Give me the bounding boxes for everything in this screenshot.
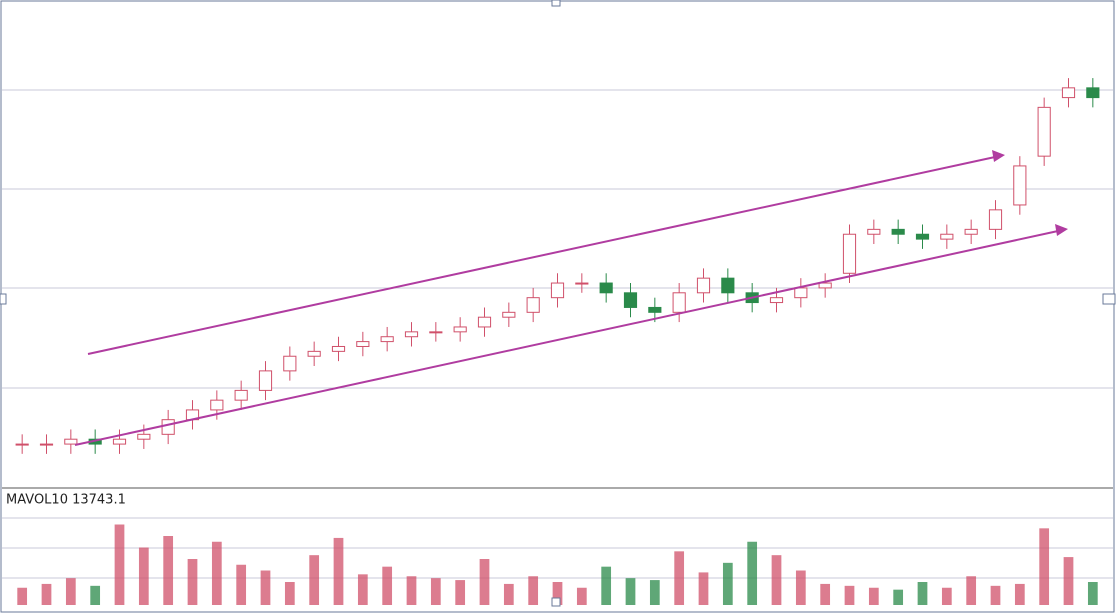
trend-arrow bbox=[87, 156, 996, 355]
volume-bar bbox=[333, 537, 344, 605]
trend-arrow bbox=[74, 230, 1059, 446]
volume-bar bbox=[649, 580, 660, 605]
candle-body bbox=[794, 287, 808, 299]
candle-body bbox=[283, 355, 297, 372]
candle-body bbox=[210, 399, 224, 411]
candle-body bbox=[1061, 87, 1076, 99]
candle-body bbox=[39, 443, 54, 446]
handle bbox=[551, 0, 561, 7]
volume-bar bbox=[698, 572, 709, 605]
candle-body bbox=[137, 433, 151, 440]
candle-body bbox=[940, 233, 954, 240]
candle-body bbox=[404, 331, 419, 338]
volume-bar bbox=[771, 555, 782, 605]
volume-bar bbox=[284, 582, 295, 605]
candle-body bbox=[623, 292, 638, 308]
volume-bar bbox=[260, 570, 271, 605]
volume-bar bbox=[138, 547, 149, 605]
volume-bar bbox=[844, 585, 855, 605]
candle-body bbox=[112, 438, 127, 445]
candle-body bbox=[696, 277, 711, 294]
volume-bar bbox=[309, 555, 320, 605]
candle-body bbox=[356, 341, 370, 347]
candle-body bbox=[818, 282, 832, 289]
candle-body bbox=[915, 233, 930, 240]
candle-body bbox=[550, 282, 565, 299]
candle-body bbox=[64, 438, 78, 445]
candle-body bbox=[672, 292, 686, 313]
volume-bar bbox=[1087, 582, 1098, 605]
volume-bar bbox=[820, 583, 831, 605]
volume-bar bbox=[211, 541, 222, 605]
volume-bar bbox=[236, 564, 247, 605]
volume-bar bbox=[990, 585, 1001, 605]
candle-body bbox=[380, 336, 394, 343]
candle-body bbox=[526, 297, 540, 313]
candle-body bbox=[502, 311, 516, 318]
volume-bar bbox=[576, 587, 587, 605]
volume-bar bbox=[893, 589, 904, 605]
candle-body bbox=[842, 233, 857, 274]
handle bbox=[1102, 293, 1116, 305]
volume-label: MAVOL10 13743.1 bbox=[6, 493, 126, 508]
candle-body bbox=[258, 370, 273, 391]
candle-body bbox=[15, 443, 29, 446]
volume-bar bbox=[503, 583, 514, 605]
volume-bar bbox=[65, 578, 76, 605]
arrow-head bbox=[1055, 224, 1068, 236]
candle-body bbox=[867, 228, 881, 235]
volume-bar bbox=[674, 551, 685, 605]
candle-body bbox=[1037, 106, 1051, 157]
candle-body bbox=[964, 228, 978, 235]
volume-bar bbox=[187, 559, 198, 605]
volume-bar bbox=[528, 576, 539, 605]
candle-body bbox=[161, 419, 175, 435]
volume-bar bbox=[1063, 557, 1074, 605]
volume-bar bbox=[1014, 583, 1025, 605]
volume-bar bbox=[795, 570, 806, 605]
volume-bar bbox=[601, 566, 612, 605]
volume-bar bbox=[114, 524, 125, 605]
volume-bar bbox=[430, 578, 441, 605]
candle-body bbox=[599, 282, 613, 294]
marks bbox=[15, 78, 1100, 605]
volume-bar bbox=[455, 580, 466, 605]
volume-bar bbox=[90, 585, 101, 605]
candle-body bbox=[1086, 87, 1100, 99]
volume-bar bbox=[917, 582, 928, 605]
volume-bar bbox=[41, 583, 52, 605]
candle-body bbox=[769, 297, 784, 304]
volume-bar bbox=[17, 587, 28, 605]
volume-bar bbox=[722, 562, 733, 605]
candle-body bbox=[429, 331, 443, 334]
handle bbox=[551, 597, 561, 607]
volume-bar bbox=[941, 587, 952, 605]
arrow-head bbox=[992, 150, 1005, 162]
volume-bar bbox=[479, 559, 490, 605]
candle-body bbox=[575, 282, 589, 285]
volume-bar bbox=[868, 587, 879, 605]
candle-body bbox=[477, 316, 492, 328]
handle bbox=[0, 293, 7, 305]
volume-bar bbox=[625, 578, 636, 605]
candle-body bbox=[331, 345, 346, 352]
candle-body bbox=[1013, 165, 1027, 206]
volume-bar bbox=[382, 566, 393, 605]
volume-bar bbox=[406, 576, 417, 605]
candle-body bbox=[648, 306, 662, 313]
candle-body bbox=[234, 389, 248, 401]
volume-bar bbox=[1039, 528, 1050, 605]
volume-bar bbox=[747, 541, 758, 605]
candle-body bbox=[721, 277, 735, 294]
volume-bar bbox=[966, 576, 977, 605]
candle-body bbox=[891, 228, 905, 235]
volume-bar bbox=[163, 536, 174, 605]
candle-body bbox=[307, 350, 321, 357]
candle-body bbox=[988, 209, 1003, 230]
volume-bar bbox=[357, 574, 368, 605]
volume-bar bbox=[552, 582, 563, 605]
candle-body bbox=[453, 326, 467, 333]
